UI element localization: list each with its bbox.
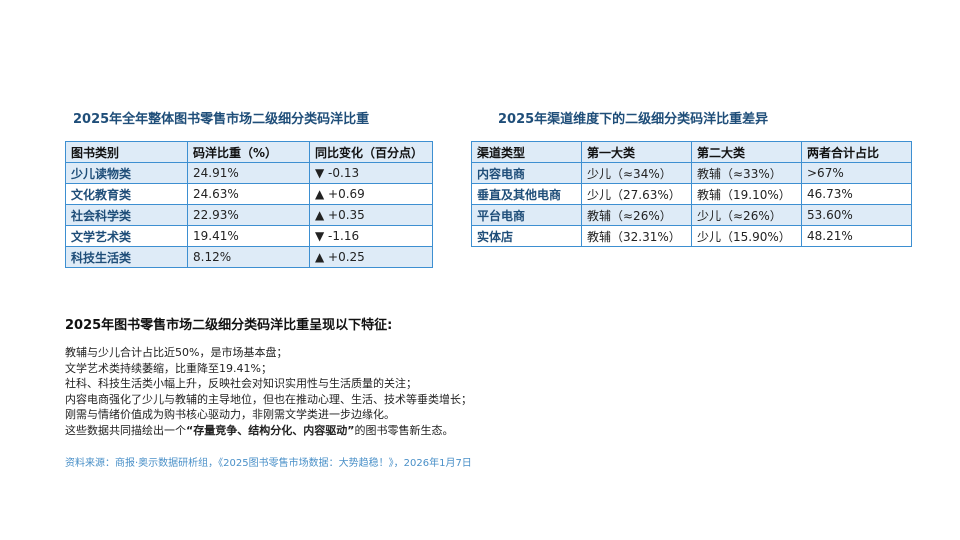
table-row: 平台电商 教辅（≈26%） 少儿（≈26%） 53.60% xyxy=(471,204,912,226)
summary-conclusion-line: 这些数据共同描绘出一个“存量竞争、结构分化、内容驱动”的图书零售新生态。 xyxy=(65,423,472,439)
conclusion-prefix: 这些数据共同描绘出一个 xyxy=(65,423,186,437)
change-cell: ▼ -1.16 xyxy=(309,225,433,247)
second-category-cell: 教辅（19.10%） xyxy=(691,183,802,205)
change-cell: ▼ -0.13 xyxy=(309,162,433,184)
category-cell: 文学艺术类 xyxy=(65,225,188,247)
table-header-row: 图书类别 码洋比重（%） 同比变化（百分点） xyxy=(65,141,433,163)
combined-share-cell: 53.60% xyxy=(801,204,912,226)
combined-share-cell: >67% xyxy=(801,162,912,184)
combined-share-cell: 48.21% xyxy=(801,225,912,247)
channel-cell: 垂直及其他电商 xyxy=(471,183,582,205)
change-cell: ▲ +0.69 xyxy=(309,183,433,205)
share-cell: 24.63% xyxy=(187,183,310,205)
channel-cell: 实体店 xyxy=(471,225,582,247)
table-row: 少儿读物类 24.91% ▼ -0.13 xyxy=(65,162,433,184)
table-header-row: 渠道类型 第一大类 第二大类 两者合计占比 xyxy=(471,141,912,163)
table2-title: 2025年渠道维度下的二级细分类码洋比重差异 xyxy=(498,112,769,127)
summary-body: 教辅与少儿合计占比近50%，是市场基本盘； 文学艺术类持续萎缩，比重降至19.4… xyxy=(65,345,472,438)
summary-line: 刚需与情绪价值成为购书核心驱动力，非刚需文学类进一步边缘化。 xyxy=(65,408,395,421)
combined-share-cell: 46.73% xyxy=(801,183,912,205)
header-cell: 码洋比重（%） xyxy=(187,141,310,163)
first-category-cell: 教辅（≈26%） xyxy=(581,204,692,226)
category-cell: 科技生活类 xyxy=(65,246,188,268)
share-cell: 8.12% xyxy=(187,246,310,268)
header-cell: 同比变化（百分点） xyxy=(309,141,433,163)
first-category-cell: 教辅（32.31%） xyxy=(581,225,692,247)
summary-line: 社科、科技生活类小幅上升，反映社会对知识实用性与生活质量的关注； xyxy=(65,377,417,390)
conclusion-suffix: 的图书零售新生态。 xyxy=(354,423,454,437)
category-cell: 社会科学类 xyxy=(65,204,188,226)
table-row: 文化教育类 24.63% ▲ +0.69 xyxy=(65,183,433,205)
category-cell: 少儿读物类 xyxy=(65,162,188,184)
table-row: 科技生活类 8.12% ▲ +0.25 xyxy=(65,246,433,268)
first-category-cell: 少儿（27.63%） xyxy=(581,183,692,205)
table1-title: 2025年全年整体图书零售市场二级细分类码洋比重 xyxy=(73,112,370,127)
table-row: 垂直及其他电商 少儿（27.63%） 教辅（19.10%） 46.73% xyxy=(471,183,912,205)
source-note: 资料来源：商报·奥示数据研析组，《2025图书零售市场数据：大势趋稳！》，202… xyxy=(65,458,472,469)
summary-line: 教辅与少儿合计占比近50%，是市场基本盘； xyxy=(65,346,288,359)
second-category-cell: 少儿（≈26%） xyxy=(691,204,802,226)
conclusion-emphasis: “存量竞争、结构分化、内容驱动” xyxy=(186,423,355,437)
table-row: 社会科学类 22.93% ▲ +0.35 xyxy=(65,204,433,226)
summary-heading: 2025年图书零售市场二级细分类码洋比重呈现以下特征: xyxy=(65,318,393,333)
channel-cell: 内容电商 xyxy=(471,162,582,184)
table-row: 文学艺术类 19.41% ▼ -1.16 xyxy=(65,225,433,247)
first-category-cell: 少儿（≈34%） xyxy=(581,162,692,184)
summary-line: 内容电商强化了少儿与教辅的主导地位，但也在推动心理、生活、技术等垂类增长； xyxy=(65,392,472,406)
category-share-table: 图书类别 码洋比重（%） 同比变化（百分点） 少儿读物类 24.91% ▼ -0… xyxy=(65,141,433,268)
summary-line: 文学艺术类持续萎缩，比重降至19.41%； xyxy=(65,361,272,375)
second-category-cell: 少儿（15.90%） xyxy=(691,225,802,247)
header-cell: 图书类别 xyxy=(65,141,188,163)
share-cell: 22.93% xyxy=(187,204,310,226)
channel-share-table: 渠道类型 第一大类 第二大类 两者合计占比 内容电商 少儿（≈34%） 教辅（≈… xyxy=(471,141,912,247)
header-cell: 第一大类 xyxy=(581,141,692,163)
share-cell: 19.41% xyxy=(187,225,310,247)
change-cell: ▲ +0.35 xyxy=(309,204,433,226)
change-cell: ▲ +0.25 xyxy=(309,246,433,268)
channel-cell: 平台电商 xyxy=(471,204,582,226)
category-cell: 文化教育类 xyxy=(65,183,188,205)
header-cell: 渠道类型 xyxy=(471,141,582,163)
second-category-cell: 教辅（≈33%） xyxy=(691,162,802,184)
share-cell: 24.91% xyxy=(187,162,310,184)
header-cell: 两者合计占比 xyxy=(801,141,912,163)
table-row: 内容电商 少儿（≈34%） 教辅（≈33%） >67% xyxy=(471,162,912,184)
header-cell: 第二大类 xyxy=(691,141,802,163)
table-row: 实体店 教辅（32.31%） 少儿（15.90%） 48.21% xyxy=(471,225,912,247)
